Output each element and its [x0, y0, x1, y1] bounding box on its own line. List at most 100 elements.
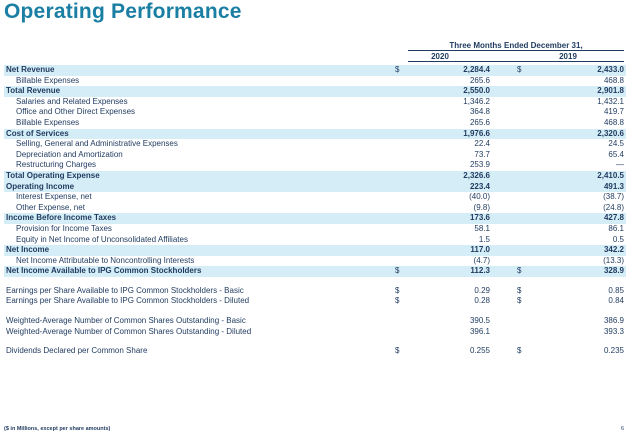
table-row-cost-of-services: Cost of Services 1,976.6 2,320.6	[4, 128, 626, 140]
table-row-salaries-expenses: Salaries and Related Expenses 1,346.2 1,43…	[4, 97, 626, 108]
value-2019: 468.8	[603, 117, 624, 127]
value-2019: 328.9	[603, 266, 624, 276]
row-label: Depreciation and Amortization	[16, 149, 123, 159]
dollar-sign-2019: $	[517, 65, 522, 74]
value-2019: (24.8)	[603, 202, 624, 212]
dollar-sign-2019: $	[517, 285, 522, 295]
value-2019: —	[616, 160, 624, 170]
footnote: ($ in Millions, except per share amounts…	[4, 426, 111, 432]
row-label: Weighted-Average Number of Common Shares…	[6, 316, 246, 326]
value-2020: 0.29	[474, 285, 490, 295]
value-2019: 0.5	[612, 234, 624, 244]
table-row-office-expenses: Office and Other Direct Expenses 364.8 419…	[4, 107, 626, 118]
table-row-sga-expenses: Selling, General and Administrative Expe…	[4, 139, 626, 150]
dollar-sign-2019: $	[517, 266, 522, 276]
row-label: Provision for Income Taxes	[16, 223, 112, 233]
value-2020: 265.6	[469, 117, 490, 127]
dollar-sign-2019: $	[517, 296, 522, 306]
table-row-interest-expense: Interest Expense, net (40.0) (38.7)	[4, 192, 626, 203]
row-label: Dividends Declared per Common Share	[6, 346, 148, 356]
page-number: 6	[620, 426, 624, 432]
table-row-total-revenue: Total Revenue 2,550.0 2,901.8	[4, 86, 626, 97]
table-row-shares-basic: Weighted-Average Number of Common Shares…	[4, 316, 626, 327]
value-2020: 223.4	[469, 181, 490, 191]
dollar-sign-2020: $	[395, 296, 400, 306]
row-label: Weighted-Average Number of Common Shares…	[6, 326, 252, 336]
header-divider	[408, 50, 624, 51]
financial-table: Net Revenue $2,284.4 $2,433.0 Billable Expe…	[4, 65, 626, 357]
row-label: Net Income	[6, 245, 50, 255]
value-2019: 2,320.6	[597, 128, 624, 138]
table-row-net-income: Net Income 117.0 342.2	[4, 245, 626, 256]
row-label: Net Income Attributable to Noncontrollin…	[16, 255, 195, 265]
table-row-eps-basic: Earnings per Share Available to IPG Comm…	[4, 286, 626, 297]
value-2020: 364.8	[469, 107, 490, 117]
value-2019: 0.85	[608, 285, 624, 295]
dollar-sign-2019: $	[517, 346, 522, 356]
row-label: Restructuring Charges	[16, 160, 97, 170]
value-2019: 386.9	[603, 316, 624, 326]
value-2020: 0.28	[474, 296, 490, 306]
value-2020: 0.255	[469, 346, 490, 356]
column-header-2020: 2020	[431, 52, 449, 61]
row-label: Interest Expense, net	[16, 192, 92, 202]
row-label: Cost of Services	[6, 128, 69, 138]
page-title: Operating Performance	[4, 0, 242, 23]
table-row-operating-income: Operating Income 223.4 491.3	[4, 181, 626, 193]
value-2020: (4.7)	[473, 255, 490, 265]
table-row-dividends: Dividends Declared per Common Share $0.25…	[4, 346, 626, 357]
row-label: Office and Other Direct Expenses	[16, 107, 136, 117]
row-label: Other Expense, net	[16, 202, 85, 212]
value-2020: (9.8)	[473, 202, 490, 212]
value-2020: 58.1	[474, 223, 490, 233]
table-row-income-before-taxes: Income Before Income Taxes 173.6 427.8	[4, 213, 626, 224]
value-2019: 24.5	[608, 139, 624, 149]
value-2019: (13.3)	[603, 255, 624, 265]
value-2019: 419.7	[603, 107, 624, 117]
row-label: Net Revenue	[6, 65, 55, 74]
value-2020: (40.0)	[469, 192, 490, 202]
value-2020: 396.1	[469, 326, 490, 336]
row-label: Total Operating Expense	[6, 170, 100, 180]
table-row-equity-income: Equity in Net Income of Unconsolidated A…	[4, 235, 626, 246]
value-2020: 390.5	[469, 316, 490, 326]
value-2020: 1.5	[478, 234, 490, 244]
value-2020: 2,326.6	[463, 170, 490, 180]
value-2020: 112.3	[470, 266, 490, 276]
value-2019: 393.3	[603, 326, 624, 336]
header-underline	[408, 61, 624, 62]
value-2020: 2,284.4	[463, 65, 490, 74]
row-label: Operating Income	[6, 181, 75, 191]
table-row-billable-expenses-cost: Billable Expenses 265.6 468.8	[4, 118, 626, 129]
row-label: Total Revenue	[6, 86, 61, 96]
table-row-net-revenue: Net Revenue $2,284.4 $2,433.0	[4, 65, 626, 76]
value-2020: 22.4	[474, 139, 490, 149]
table-row-provision-taxes: Provision for Income Taxes 58.1 86.1	[4, 224, 626, 235]
row-label: Billable Expenses	[16, 75, 80, 85]
value-2020: 1,976.6	[463, 128, 490, 138]
row-label: Income Before Income Taxes	[6, 213, 117, 223]
dollar-sign-2020: $	[395, 346, 400, 356]
table-row-depreciation: Depreciation and Amortization 73.7 65.4	[4, 150, 626, 161]
period-header: Three Months Ended December 31,	[449, 41, 583, 50]
table-row-shares-diluted: Weighted-Average Number of Common Shares…	[4, 327, 626, 338]
value-2020: 2,550.0	[463, 86, 490, 96]
value-2019: 1,432.1	[597, 96, 624, 106]
row-label: Net Income Available to IPG Common Stock…	[6, 266, 202, 276]
value-2019: (38.7)	[603, 192, 624, 202]
value-2020: 73.7	[474, 149, 490, 159]
value-2020: 173.6	[469, 213, 490, 223]
table-row-net-income-available: Net Income Available to IPG Common Stock…	[4, 266, 626, 277]
table-row-other-expense: Other Expense, net (9.8) (24.8)	[4, 203, 626, 214]
row-label: Earnings per Share Available to IPG Comm…	[6, 296, 250, 306]
table-row-restructuring: Restructuring Charges 253.9 —	[4, 160, 626, 171]
table-row-eps-diluted: Earnings per Share Available to IPG Comm…	[4, 296, 626, 307]
value-2019: 2,901.8	[597, 86, 624, 96]
table-row-billable-expenses: Billable Expenses 265.6 468.8	[4, 76, 626, 87]
value-2019: 0.235	[603, 346, 624, 356]
row-label: Equity in Net Income of Unconsolidated A…	[16, 234, 188, 244]
value-2019: 65.4	[608, 149, 624, 159]
dollar-sign-2020: $	[395, 65, 400, 74]
column-header-2019: 2019	[559, 52, 577, 61]
row-label: Salaries and Related Expenses	[16, 96, 128, 106]
